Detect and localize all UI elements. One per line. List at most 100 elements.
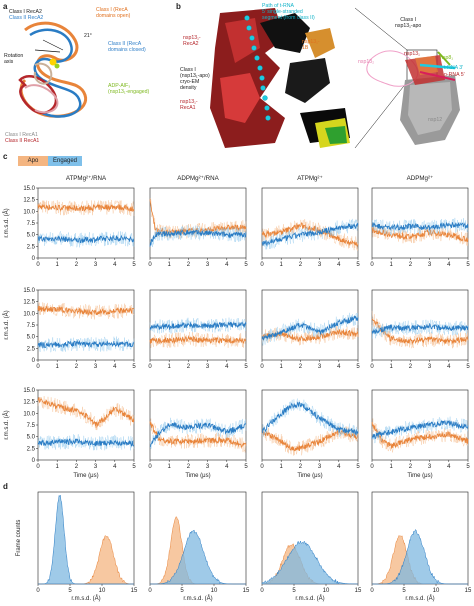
apo-smoothed-trace (371, 318, 469, 346)
y-tick-label: 0 (32, 458, 36, 464)
x-tick-label: 4 (337, 364, 341, 370)
x-tick-label: 2 (75, 464, 79, 470)
engaged-smoothed-trace (371, 322, 469, 335)
engaged-smoothed-trace (149, 421, 247, 448)
engaged-histogram (372, 529, 468, 585)
rmsd-plot-r2-c3: 0 1 2 3 4 5 Time (μs) (370, 389, 470, 479)
complex-surface (366, 50, 460, 145)
x-tick-label: 1 (56, 364, 60, 370)
x-tick-label: 1 (56, 464, 60, 470)
label-class2-closed: Class II (RecA domains closed) (108, 41, 146, 53)
x-tick-label: 2 (75, 262, 79, 268)
y-axis-label: r.m.s.d. (Å) (3, 310, 10, 339)
x-tick-label: 0 (370, 588, 374, 594)
x-tick-label: 15 (243, 588, 250, 594)
label-b-nsp13-small: nsp13₂ (358, 59, 375, 65)
label-b-1b: nsp13₁- 1B (302, 39, 320, 51)
x-tick-label: 0 (260, 262, 264, 268)
x-tick-label: 0 (260, 364, 264, 370)
y-tick-label: 10.0 (23, 311, 35, 317)
x-tick-label: 3 (94, 464, 98, 470)
x-tick-label: 1 (280, 364, 284, 370)
x-tick-label: 0 (36, 262, 40, 268)
y-tick-label: 10.0 (23, 209, 35, 215)
x-tick-label: 5 (356, 262, 360, 268)
x-tick-label: 5 (466, 262, 470, 268)
y-tick-label: 5.0 (27, 233, 36, 239)
x-tick-label: 1 (168, 364, 172, 370)
x-tick-label: 2 (409, 464, 413, 470)
column-title-1: ADPMg²⁺/RNA (177, 175, 219, 182)
x-tick-label: 4 (337, 464, 341, 470)
plot-frame (37, 389, 135, 461)
x-tick-label: 0 (36, 588, 40, 594)
y-tick-label: 2.5 (27, 244, 36, 250)
label-b-t-rna: t-RNA 3′ (444, 65, 464, 71)
x-tick-label: 2 (187, 364, 191, 370)
x-tick-label: 4 (447, 364, 451, 370)
x-tick-label: 0 (370, 262, 374, 268)
rmsd-plot-r1-c3: 0 1 2 3 4 5 (370, 289, 470, 370)
engaged-smoothed-trace (149, 321, 247, 331)
y-tick-label: 5.0 (27, 335, 36, 341)
x-tick-label: 5 (356, 364, 360, 370)
engaged-histogram (261, 540, 358, 585)
x-tick-label: 4 (225, 262, 229, 268)
engaged-smoothed-trace (261, 222, 359, 246)
x-axis-label: Time (μs) (297, 473, 322, 479)
rmsd-plot-r0-c2: 0 1 2 3 4 5 (260, 187, 360, 268)
apo-raw-trace (37, 301, 135, 320)
engaged-raw-trace (37, 230, 135, 248)
label-rna-path: Path of t-RNA 5′ single-stranded segment… (262, 3, 315, 21)
x-tick-label: 5 (68, 588, 72, 594)
engaged-smoothed-trace (371, 419, 469, 440)
x-axis-label: Time (μs) (185, 473, 210, 479)
x-tick-label: 5 (466, 464, 470, 470)
legend-engaged-label: Engaged (52, 158, 78, 164)
rmsd-plot-r2-c1: 0 1 2 3 4 5 Time (μs) (148, 389, 248, 479)
x-tick-label: 3 (428, 364, 432, 370)
label-b-p-rna: p-RNA 5′ (444, 72, 465, 78)
rmsd-histogram-grid: 0 5 10 15 r.m.s.d. (Å) Frame counts 0 5 10 15 r.m.… (16, 491, 472, 602)
panel-c-letter: c (3, 152, 8, 161)
y-tick-label: 2.5 (27, 346, 36, 352)
x-tick-label: 4 (447, 262, 451, 268)
engaged-smoothed-trace (371, 221, 469, 231)
x-tick-label: 2 (299, 464, 303, 470)
label-class2-reca2: Class II RecA2 (9, 15, 44, 21)
legend-engaged: Engaged (48, 156, 82, 166)
apo-smoothed-trace (37, 397, 135, 429)
y-tick-label: 7.5 (27, 323, 36, 329)
label-class2-reca1: Class II RecA1 (5, 138, 40, 144)
y-tick-label: 15.0 (23, 288, 35, 294)
engaged-smoothed-trace (37, 438, 135, 447)
x-tick-label: 10 (433, 588, 440, 594)
x-tick-label: 5 (180, 588, 184, 594)
x-tick-label: 2 (409, 262, 413, 268)
y-axis-label: r.m.s.d. (Å) (3, 410, 10, 439)
x-tick-label: 4 (113, 262, 117, 268)
x-axis-label: r.m.s.d. (Å) (405, 595, 434, 602)
x-tick-label: 5 (356, 464, 360, 470)
histogram-c2: 0 5 10 15 r.m.s.d. (Å) (260, 491, 362, 602)
engaged-smoothed-trace (37, 339, 135, 349)
panel-b-density (210, 8, 350, 148)
apo-raw-trace (149, 331, 247, 349)
apo-smoothed-trace (37, 305, 135, 316)
x-tick-label: 0 (148, 588, 152, 594)
x-tick-label: 15 (355, 588, 362, 594)
x-tick-label: 0 (148, 364, 152, 370)
x-tick-label: 2 (409, 364, 413, 370)
y-tick-label: 15.0 (23, 186, 35, 192)
apo-raw-trace (149, 197, 247, 240)
plot-frame (37, 187, 135, 259)
rmsd-plot-r0-c1: 0 1 2 3 4 5 (148, 187, 248, 268)
apo-raw-trace (371, 418, 469, 453)
x-tick-label: 5 (244, 364, 248, 370)
x-tick-label: 1 (390, 464, 394, 470)
y-tick-label: 7.5 (27, 423, 36, 429)
x-axis-label: r.m.s.d. (Å) (71, 595, 100, 602)
y-tick-label: 5.0 (27, 435, 36, 441)
x-tick-label: 5 (402, 588, 406, 594)
engaged-raw-trace (261, 218, 359, 250)
